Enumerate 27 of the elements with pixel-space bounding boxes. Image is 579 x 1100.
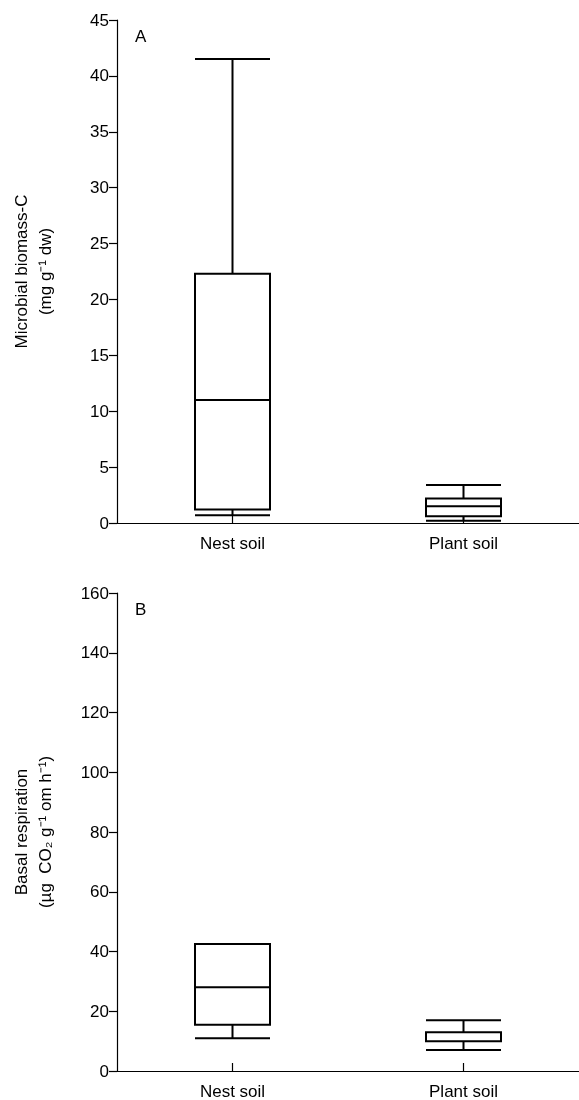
y-tick-label: 20 [90,289,109,309]
y-axis-title: Basal respiration (µg CO₂ g⁻¹ om h⁻¹) [11,755,55,909]
y-tick-label: 25 [90,234,109,254]
y-tick-label: 15 [90,345,109,365]
y-tick-label: 40 [90,942,109,961]
y-tick-label: 35 [90,122,109,142]
y-tick-label: 20 [90,1001,109,1021]
y-tick-label: 160 [80,583,109,603]
y-tick-label: 60 [90,882,109,902]
x-tick-label: Plant soil [429,1082,498,1100]
annotation: A [135,27,147,46]
y-tick-label: 100 [80,762,109,782]
y-axis-title: Microbial biomass-C (mg g⁻¹ dw) [11,194,55,349]
y-tick-label: 0 [99,513,109,533]
x-tick-label: Plant soil [429,534,498,553]
annotation: B [135,600,147,619]
y-tick-label: 40 [90,66,109,86]
y-tick-label: 30 [90,178,109,198]
x-tick-label: Nest soil [199,1082,266,1100]
y-tick-label: 140 [80,643,109,663]
y-tick-label: 10 [90,401,109,421]
y-tick-label: 0 [99,1061,109,1081]
x-tick-label: Nest soil [199,534,266,553]
y-tick-label: 80 [90,822,109,842]
y-tick-label: 120 [80,703,109,722]
y-tick-label: 45 [90,10,109,30]
y-tick-label: 5 [99,457,109,477]
